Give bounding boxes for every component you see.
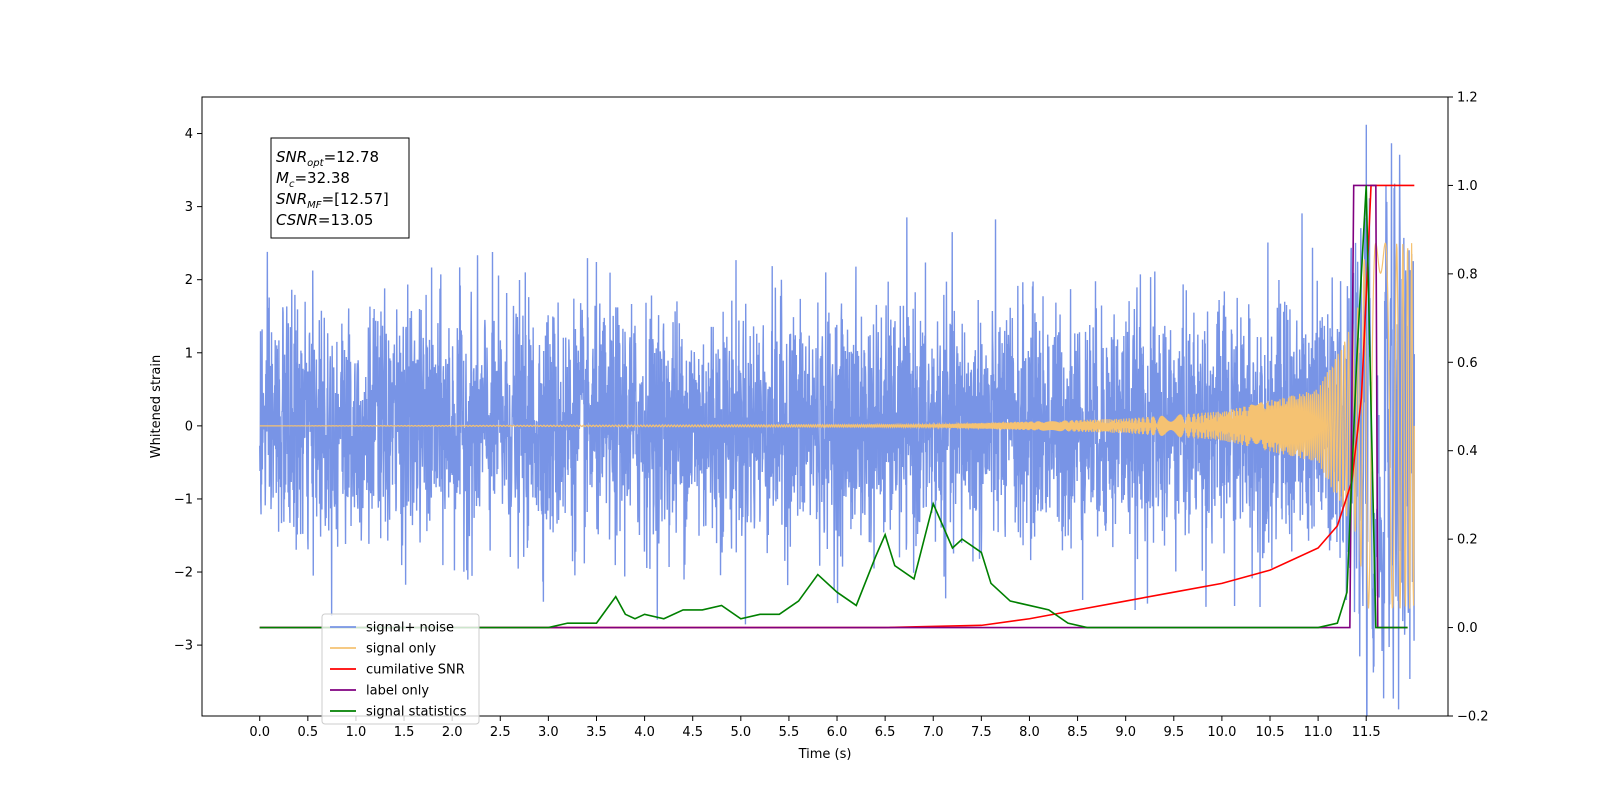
legend-item-label-only: label only bbox=[330, 684, 429, 699]
x-tick-label: 0.0 bbox=[249, 725, 270, 740]
y2-tick-label: 0.2 bbox=[1457, 533, 1478, 548]
legend-label: signal only bbox=[366, 642, 436, 657]
y-tick-label: 0 bbox=[185, 419, 193, 434]
x-tick-label: 3.0 bbox=[538, 725, 559, 740]
legend-box bbox=[321, 613, 480, 725]
x-tick-label: 1.5 bbox=[394, 725, 415, 740]
plot-frame bbox=[201, 96, 1449, 717]
y-tick-label: −3 bbox=[174, 639, 193, 654]
axes: 0.0 0.5 1.0 1.5 2.0 2.5 3.0 3.5 4.0 4.5 5.0 5.5 6.0 6… bbox=[174, 91, 1489, 741]
series-cumulative-snr-line bbox=[259, 184, 1415, 629]
x-tick-label: 2.0 bbox=[442, 725, 463, 740]
y-tick-label: 2 bbox=[185, 273, 193, 288]
x-tick-label: 2.5 bbox=[490, 725, 511, 740]
legend-item-signal-noise: signal+ noise bbox=[330, 621, 454, 636]
y-tick-label: −2 bbox=[174, 566, 193, 581]
x-tick-label: 8.5 bbox=[1067, 725, 1088, 740]
x-tick-label: 5.5 bbox=[779, 725, 800, 740]
plot-area bbox=[259, 124, 1416, 716]
y-axis-title: Whitened strain bbox=[149, 355, 164, 458]
x-tick-label: 9.0 bbox=[1115, 725, 1136, 740]
x-tick-label: 3.5 bbox=[586, 725, 607, 740]
legend-item-signal-statistics: signal statistics bbox=[330, 705, 467, 720]
y2-tick-label: 0.4 bbox=[1457, 444, 1478, 459]
y2-tick-label: 0.6 bbox=[1457, 356, 1478, 371]
y2-tick-label: 1.0 bbox=[1457, 179, 1478, 194]
legend-item-signal-only: signal only bbox=[330, 642, 436, 657]
legend-label: signal statistics bbox=[366, 705, 467, 720]
x-tick-label: 11.5 bbox=[1352, 725, 1381, 740]
x-tick-label: 6.5 bbox=[875, 725, 896, 740]
stats-annotation-line: SNRopt=12.78 bbox=[276, 148, 379, 169]
x-axis-title: Time (s) bbox=[798, 747, 852, 762]
x-tick-label: 4.0 bbox=[634, 725, 655, 740]
x-tick-label: 7.5 bbox=[971, 725, 992, 740]
y-tick-label: 3 bbox=[185, 200, 193, 215]
legend-label: label only bbox=[366, 684, 429, 699]
stats-annotation-line: SNRMF=[12.57] bbox=[276, 190, 389, 211]
y2-tick-label: 0.0 bbox=[1457, 621, 1478, 636]
legend-label: signal+ noise bbox=[366, 621, 454, 636]
y2-tick-label: 0.8 bbox=[1457, 267, 1478, 282]
x-tick-label: 9.5 bbox=[1163, 725, 1184, 740]
x-tick-label: 10.5 bbox=[1256, 725, 1285, 740]
x-tick-label: 8.0 bbox=[1019, 725, 1040, 740]
x-tick-label: 1.0 bbox=[346, 725, 367, 740]
series-signal-statistics-line bbox=[259, 185, 1408, 629]
series-signal-only-line bbox=[259, 241, 1415, 609]
legend-label: cumilative SNR bbox=[366, 663, 465, 678]
legend: signal+ noise signal only cumilative SNR la… bbox=[321, 613, 480, 725]
stats-annotation-line: CSNR=13.05 bbox=[276, 211, 373, 229]
x-tick-label: 6.0 bbox=[827, 725, 848, 740]
y2-tick-label: 1.2 bbox=[1457, 91, 1478, 106]
x-tick-label: 7.0 bbox=[923, 725, 944, 740]
x-tick-label: 0.5 bbox=[297, 725, 318, 740]
stats-annotation-box bbox=[270, 137, 410, 239]
legend-item-cumulative-snr: cumilative SNR bbox=[330, 663, 465, 678]
x-tick-label: 10.0 bbox=[1207, 725, 1236, 740]
y2-tick-label: −0.2 bbox=[1457, 710, 1489, 725]
y-tick-label: 1 bbox=[185, 346, 193, 361]
series-signal-noise-line bbox=[259, 124, 1416, 716]
y-tick-label: 4 bbox=[185, 127, 193, 142]
y-tick-label: −1 bbox=[174, 492, 193, 507]
x-tick-label: 5.0 bbox=[730, 725, 751, 740]
stats-annotation-line: Mc=32.38 bbox=[276, 169, 350, 190]
stats-annotation: SNRopt=12.78Mc=32.38SNRMF=[12.57]CSNR=13… bbox=[270, 137, 410, 239]
x-tick-label: 11.0 bbox=[1304, 725, 1333, 740]
x-tick-label: 4.5 bbox=[682, 725, 703, 740]
